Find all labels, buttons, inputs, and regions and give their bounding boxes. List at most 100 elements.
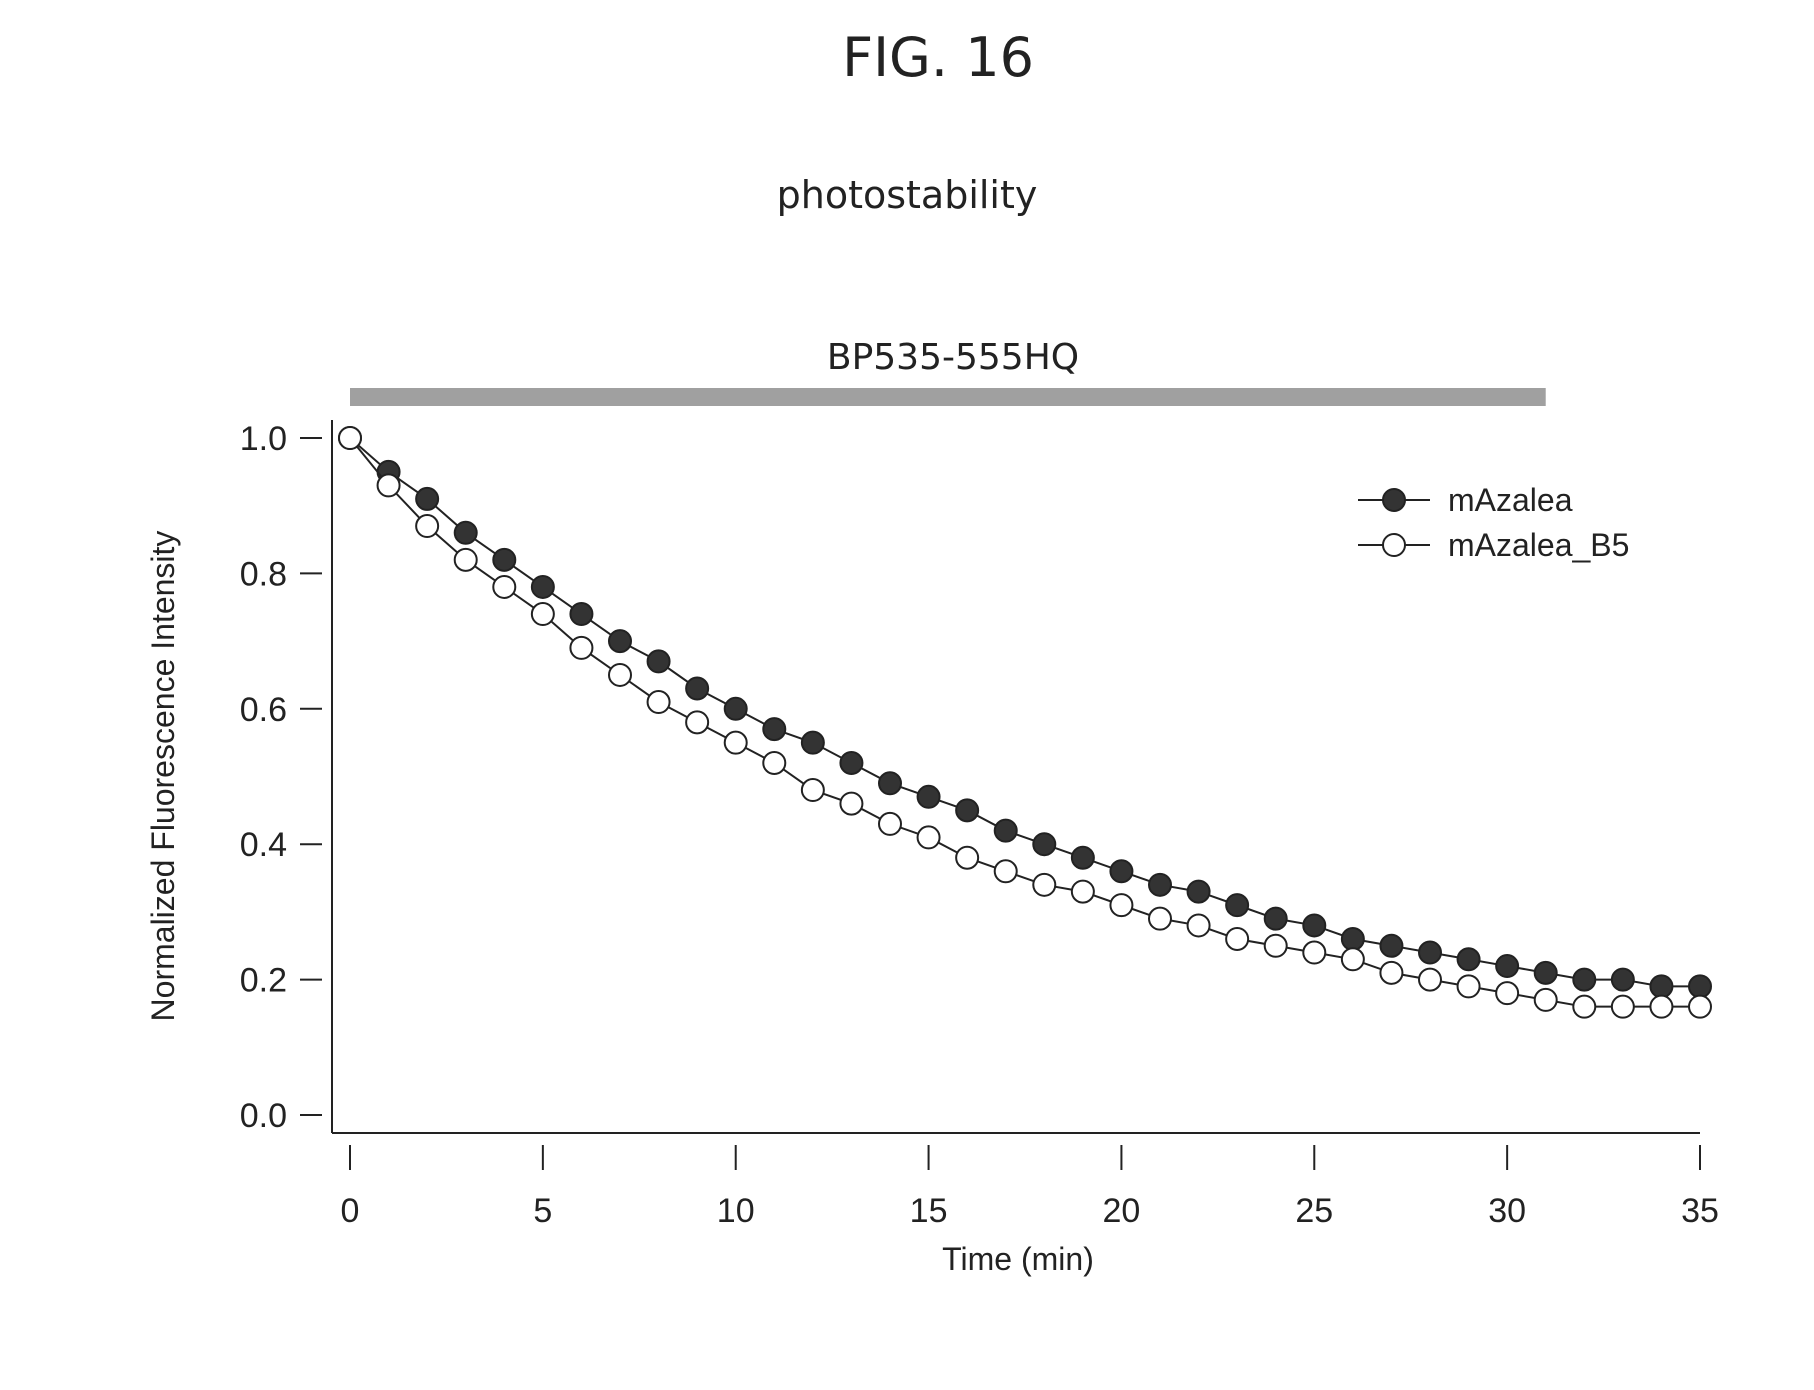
data-point-mazalea-b5 — [1265, 935, 1287, 957]
legend-marker-mazalea-b5 — [1383, 534, 1405, 556]
data-point-mazalea-b5 — [416, 515, 438, 537]
x-axis-label: Time (min) — [942, 1241, 1094, 1277]
y-tick-label: 0.8 — [240, 555, 287, 593]
data-point-mazalea — [686, 677, 708, 699]
data-point-mazalea-b5 — [1650, 996, 1672, 1018]
series-line-mazalea-b5 — [350, 438, 1700, 1007]
data-point-mazalea — [802, 732, 824, 754]
data-point-mazalea — [956, 799, 978, 821]
data-point-mazalea-b5 — [1612, 996, 1634, 1018]
data-point-mazalea — [1650, 975, 1672, 997]
data-point-mazalea — [840, 752, 862, 774]
data-point-mazalea-b5 — [1573, 996, 1595, 1018]
data-point-mazalea-b5 — [1072, 881, 1094, 903]
data-point-mazalea-b5 — [339, 427, 361, 449]
y-tick-label: 0.4 — [240, 826, 287, 864]
data-point-mazalea-b5 — [956, 847, 978, 869]
x-tick-label: 10 — [717, 1192, 755, 1230]
data-point-mazalea-b5 — [1188, 914, 1210, 936]
data-point-mazalea-b5 — [725, 732, 747, 754]
data-point-mazalea — [1419, 942, 1441, 964]
data-point-mazalea — [570, 603, 592, 625]
figure-label: FIG. 16 — [842, 26, 1034, 89]
data-point-mazalea-b5 — [1689, 996, 1711, 1018]
data-point-mazalea-b5 — [378, 474, 400, 496]
x-tick-label: 5 — [533, 1192, 552, 1230]
data-point-mazalea — [1612, 969, 1634, 991]
data-point-mazalea — [1573, 969, 1595, 991]
data-point-mazalea-b5 — [455, 549, 477, 571]
x-ticks: 0 5 10 15 20 25 30 35 — [341, 1145, 1719, 1230]
data-point-mazalea-b5 — [1149, 908, 1171, 930]
data-point-mazalea — [763, 718, 785, 740]
data-point-mazalea — [416, 488, 438, 510]
data-point-mazalea-b5 — [1226, 928, 1248, 950]
data-point-mazalea-b5 — [1303, 942, 1325, 964]
data-point-mazalea-b5 — [1419, 969, 1441, 991]
data-point-mazalea-b5 — [918, 826, 940, 848]
data-point-mazalea-b5 — [763, 752, 785, 774]
x-tick-label: 15 — [910, 1192, 948, 1230]
data-point-mazalea — [1265, 908, 1287, 930]
data-point-mazalea-b5 — [840, 793, 862, 815]
data-point-mazalea — [1303, 914, 1325, 936]
data-point-mazalea — [1689, 975, 1711, 997]
chart-title: photostability — [777, 173, 1038, 217]
data-point-mazalea-b5 — [879, 813, 901, 835]
data-point-mazalea-b5 — [1496, 982, 1518, 1004]
x-tick-label: 35 — [1681, 1192, 1719, 1230]
data-point-mazalea — [1496, 955, 1518, 977]
data-point-mazalea — [918, 786, 940, 808]
x-tick-label: 30 — [1488, 1192, 1526, 1230]
illumination-bar — [350, 388, 1546, 406]
y-tick-label: 0.2 — [240, 962, 287, 1000]
legend-marker-mazalea — [1383, 489, 1405, 511]
data-point-mazalea — [879, 772, 901, 794]
data-point-mazalea-b5 — [1458, 975, 1480, 997]
data-point-mazalea — [493, 549, 515, 571]
data-point-mazalea-b5 — [686, 711, 708, 733]
y-tick-label: 1.0 — [240, 420, 287, 458]
data-point-mazalea — [455, 522, 477, 544]
y-ticks: 0.0 0.2 0.4 0.6 0.8 1.0 — [240, 420, 322, 1135]
data-point-mazalea — [648, 650, 670, 672]
y-tick-label: 0.0 — [240, 1097, 287, 1135]
data-point-mazalea-b5 — [1380, 962, 1402, 984]
data-point-mazalea — [1110, 860, 1132, 882]
data-point-mazalea — [1072, 847, 1094, 869]
y-tick-label: 0.6 — [240, 691, 287, 729]
data-point-mazalea — [609, 630, 631, 652]
data-point-mazalea — [1380, 935, 1402, 957]
data-point-mazalea-b5 — [648, 691, 670, 713]
y-axis-label: Normalized Fluorescence Intensity — [145, 531, 181, 1022]
data-point-mazalea-b5 — [493, 576, 515, 598]
legend-label-mazalea: mAzalea — [1448, 482, 1573, 518]
data-point-mazalea — [995, 820, 1017, 842]
data-point-mazalea-b5 — [995, 860, 1017, 882]
data-point-mazalea — [1149, 874, 1171, 896]
illumination-label: BP535-555HQ — [827, 337, 1079, 378]
data-point-mazalea — [532, 576, 554, 598]
series-line-mazalea — [350, 438, 1700, 986]
legend: mAzalea mAzalea_B5 — [1358, 482, 1629, 563]
data-point-mazalea-b5 — [1110, 894, 1132, 916]
data-point-mazalea-b5 — [802, 779, 824, 801]
data-point-mazalea-b5 — [1033, 874, 1055, 896]
data-point-mazalea-b5 — [1342, 948, 1364, 970]
data-point-mazalea — [1188, 881, 1210, 903]
data-point-mazalea-b5 — [1535, 989, 1557, 1011]
data-point-mazalea-b5 — [609, 664, 631, 686]
x-tick-label: 25 — [1295, 1192, 1333, 1230]
data-point-mazalea-b5 — [532, 603, 554, 625]
data-point-mazalea — [1342, 928, 1364, 950]
legend-label-mazalea-b5: mAzalea_B5 — [1448, 527, 1629, 563]
data-point-mazalea-b5 — [570, 637, 592, 659]
x-tick-label: 20 — [1103, 1192, 1141, 1230]
data-point-mazalea — [1535, 962, 1557, 984]
data-point-mazalea — [1458, 948, 1480, 970]
data-point-mazalea — [1033, 833, 1055, 855]
data-point-mazalea — [725, 698, 747, 720]
data-point-mazalea — [1226, 894, 1248, 916]
x-tick-label: 0 — [341, 1192, 360, 1230]
